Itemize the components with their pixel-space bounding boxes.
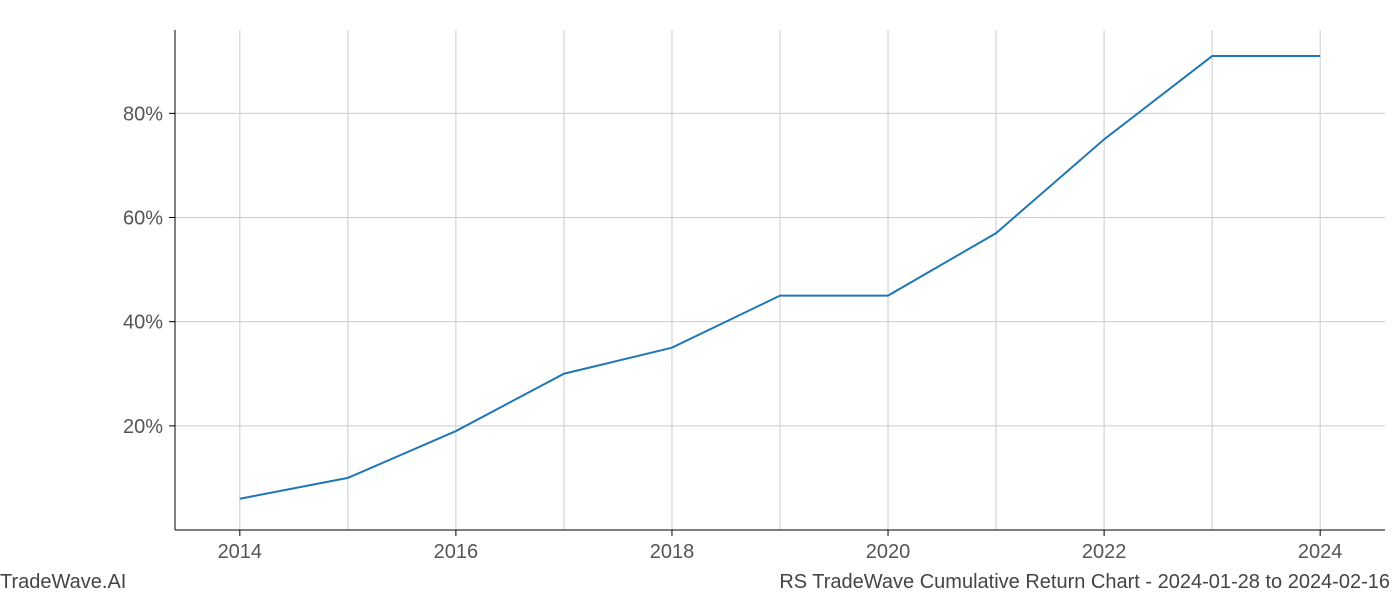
chart-container: 2014 2016 2018 2020 2022 2024 20% 40% 60% 80% Tra… (0, 0, 1400, 600)
x-tick-label: 2016 (434, 541, 479, 563)
y-tick-label: 20% (123, 416, 163, 438)
x-tick-label: 2020 (866, 541, 911, 563)
x-tick-label: 2014 (218, 541, 263, 563)
line-chart: 2014 2016 2018 2020 2022 2024 20% 40% 60% 80% (0, 0, 1400, 600)
footer-right-label: RS TradeWave Cumulative Return Chart - 2… (779, 571, 1390, 594)
x-tick-label: 2018 (650, 541, 695, 563)
x-tick-label: 2024 (1298, 541, 1343, 563)
footer-left-label: TradeWave.AI (0, 571, 126, 594)
y-tick-label: 40% (123, 312, 163, 334)
x-tick-label: 2022 (1082, 541, 1127, 563)
y-tick-label: 80% (123, 103, 163, 125)
y-tick-label: 60% (123, 208, 163, 230)
